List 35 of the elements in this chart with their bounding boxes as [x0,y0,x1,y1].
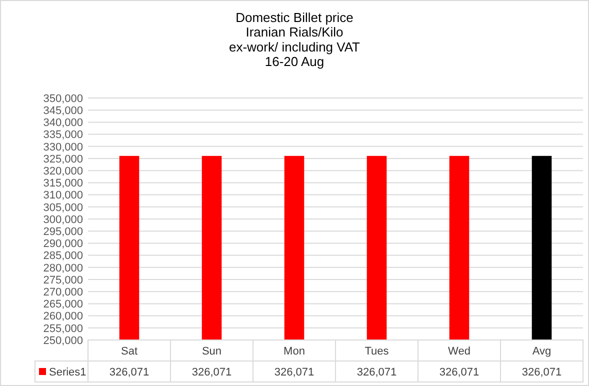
y-tick-label: 275,000 [43,274,83,286]
legend-label: Series1 [49,366,86,378]
x-tick-label: Avg [532,345,552,358]
y-tick-label: 345,000 [43,104,83,117]
y-tick-label: 255,000 [43,322,83,335]
y-tick-label: 310,000 [43,190,83,202]
y-tick-label: 285,000 [43,250,83,262]
y-tick-label: 315,000 [43,178,83,190]
y-tick-label: 300,000 [43,214,83,226]
y-tick-label: 250,000 [43,334,83,347]
y-tick-label: 350,000 [43,92,83,105]
y-tick-label: 270,000 [43,286,83,298]
y-tick-label: 305,000 [43,202,83,214]
y-tick-label: 330,000 [43,141,83,154]
y-tick-label: 280,000 [43,262,83,274]
x-tick-label: Mon [284,345,305,358]
y-tick-label: 335,000 [43,129,83,142]
x-tick-label: Tues [364,345,390,358]
x-tick-label: Sat [120,345,138,358]
y-tick-label: 295,000 [43,226,83,238]
data-label: 326,071 [356,366,397,378]
data-label: 326,071 [109,366,150,378]
data-label: 326,071 [192,366,232,378]
data-label: 326,071 [274,366,314,378]
y-tick-label: 265,000 [43,298,83,311]
y-tick-label: 340,000 [43,117,83,130]
y-tick-label: 325,000 [43,153,83,166]
y-tick-label: 260,000 [43,310,83,323]
data-label: 326,071 [439,366,480,378]
y-tick-label: 290,000 [43,238,83,250]
x-tick-label: Sun [202,345,222,358]
y-tick-label: 320,000 [43,165,83,178]
data-label: 326,071 [522,366,562,378]
chart-title: Domestic Billet price Iranian Rials/Kilo ex-work/ including VAT 16-20 Aug [228,10,360,70]
x-tick-label: Wed [448,345,470,358]
